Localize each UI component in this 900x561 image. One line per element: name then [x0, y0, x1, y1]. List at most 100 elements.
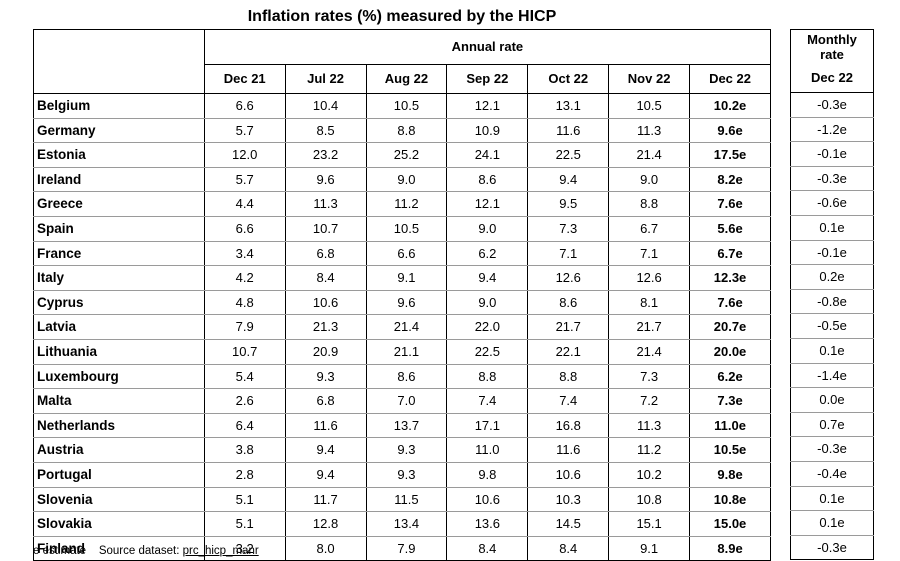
rate-cell: 25.2	[366, 142, 448, 168]
rate-cell: 10.5	[608, 93, 691, 119]
table-row: Slovenia 5.1 11.7 11.5 10.6 10.3 10.8 10.8e	[33, 487, 771, 513]
rate-cell: 9.4	[527, 167, 610, 193]
monthly-row: -0.3e	[790, 92, 874, 118]
source-dataset-link[interactable]: prc_hicp_manr	[182, 545, 259, 557]
table-row: France 3.4 6.8 6.6 6.2 7.1 7.1 6.7e	[33, 241, 771, 267]
rate-cell: 13.6	[446, 511, 529, 537]
rate-cell: 7.3	[608, 364, 691, 390]
rate-cell: 9.6	[285, 167, 367, 193]
annual-rate-table: Annual rate Dec 21 Jul 22 Aug 22 Sep 22 Oct …	[33, 29, 772, 561]
monthly-row: -0.5e	[790, 313, 874, 339]
rate-cell: 8.8	[608, 191, 691, 217]
monthly-row: -0.3e	[790, 166, 874, 192]
rate-cell: 10.8e	[689, 487, 771, 513]
rate-cell: 5.4	[204, 364, 286, 390]
rate-cell: 21.7	[527, 314, 610, 340]
rate-cell: 6.7	[608, 216, 691, 242]
rate-cell: 7.3	[527, 216, 610, 242]
monthly-rate-cell: -0.5e	[790, 313, 874, 339]
rate-cell: 10.6	[446, 487, 529, 513]
table-row: Lithuania 10.7 20.9 21.1 22.5 22.1 21.4 20.0e	[33, 339, 771, 365]
monthly-row: -0.4e	[790, 461, 874, 487]
rate-cell: 21.3	[285, 314, 367, 340]
rate-cell: 9.1	[608, 536, 691, 561]
rate-cell: 12.6	[527, 265, 610, 291]
rate-cell: 13.7	[366, 413, 448, 439]
rate-cell: 9.3	[366, 462, 448, 488]
rate-cell: 11.2	[608, 437, 691, 463]
rate-cell: 6.6	[366, 241, 448, 267]
monthly-rate-cell: -0.1e	[790, 240, 874, 266]
monthly-rate-cell: -0.6e	[790, 190, 874, 216]
monthly-row: 0.0e	[790, 387, 874, 413]
monthly-rate-cell: 0.1e	[790, 338, 874, 364]
rate-cell: 8.9e	[689, 536, 771, 561]
rate-cell: 3.4	[204, 241, 286, 267]
rate-cell: 12.8	[285, 511, 367, 537]
country-name: Malta	[33, 388, 205, 414]
rate-cell: 8.1	[608, 290, 691, 316]
country-name: Spain	[33, 216, 205, 242]
table-row: Finland 3.2 8.0 7.9 8.4 8.4 9.1 8.9e	[33, 536, 771, 561]
rate-cell: 7.3e	[689, 388, 771, 414]
rate-cell: 11.0	[446, 437, 529, 463]
monthly-rate-cell: 0.1e	[790, 510, 874, 536]
rate-cell: 10.3	[527, 487, 610, 513]
rate-cell: 3.8	[204, 437, 286, 463]
rate-cell: 6.7e	[689, 241, 771, 267]
table-row: Cyprus 4.8 10.6 9.6 9.0 8.6 8.1 7.6e	[33, 290, 771, 316]
country-name: Italy	[33, 265, 205, 291]
rate-cell: 8.8	[527, 364, 610, 390]
rate-cell: 7.1	[527, 241, 610, 267]
monthly-row: -1.2e	[790, 117, 874, 143]
rate-cell: 12.1	[446, 93, 529, 119]
rate-cell: 6.8	[285, 388, 367, 414]
monthly-rate-cell: -0.4e	[790, 461, 874, 487]
rate-cell: 10.7	[285, 216, 367, 242]
rate-cell: 7.1	[608, 241, 691, 267]
table-row: Ireland 5.7 9.6 9.0 8.6 9.4 9.0 8.2e	[33, 167, 771, 193]
rate-cell: 6.8	[285, 241, 367, 267]
rate-cell: 4.8	[204, 290, 286, 316]
rate-cell: 10.5	[366, 93, 448, 119]
rate-cell: 17.5e	[689, 142, 771, 168]
table-row: Germany 5.7 8.5 8.8 10.9 11.6 11.3 9.6e	[33, 118, 771, 144]
rate-cell: 9.1	[366, 265, 448, 291]
table-row: Slovakia 5.1 12.8 13.4 13.6 14.5 15.1 15.0e	[33, 511, 771, 537]
rate-cell: 15.1	[608, 511, 691, 537]
rate-cell: 6.2	[446, 241, 529, 267]
rate-cell: 24.1	[446, 142, 529, 168]
rate-cell: 10.6	[285, 290, 367, 316]
country-header-cell	[33, 29, 205, 94]
rate-cell: 11.3	[285, 191, 367, 217]
rate-cell: 13.4	[366, 511, 448, 537]
monthly-row: -0.8e	[790, 289, 874, 315]
rate-cell: 5.6e	[689, 216, 771, 242]
monthly-header-line2: rate	[820, 47, 844, 62]
rate-cell: 7.4	[446, 388, 529, 414]
rate-cell: 2.8	[204, 462, 286, 488]
rate-cell: 8.6	[527, 290, 610, 316]
monthly-rate-cell: 0.0e	[790, 387, 874, 413]
column-header: Aug 22	[366, 64, 448, 94]
rate-cell: 10.2	[608, 462, 691, 488]
footnote-source-label: Source dataset:	[98, 545, 180, 557]
table-row: Austria 3.8 9.4 9.3 11.0 11.6 11.2 10.5e	[33, 437, 771, 463]
rate-cell: 4.4	[204, 191, 286, 217]
rate-cell: 11.0e	[689, 413, 771, 439]
country-name: Belgium	[33, 93, 205, 119]
monthly-row: -1.4e	[790, 363, 874, 389]
monthly-rate-table: Monthly rate Dec 22 -0.3e -1.2e -0.1e -0.3e…	[790, 29, 874, 561]
rate-cell: 20.9	[285, 339, 367, 365]
rate-cell: 5.7	[204, 167, 286, 193]
rate-cell: 21.1	[366, 339, 448, 365]
rate-cell: 21.4	[608, 339, 691, 365]
country-name: Portugal	[33, 462, 205, 488]
rate-cell: 11.6	[285, 413, 367, 439]
rate-cell: 10.9	[446, 118, 529, 144]
rate-cell: 10.8	[608, 487, 691, 513]
rate-cell: 21.7	[608, 314, 691, 340]
monthly-rate-cell: -0.8e	[790, 289, 874, 315]
rate-cell: 22.5	[527, 142, 610, 168]
rate-cell: 5.1	[204, 487, 286, 513]
